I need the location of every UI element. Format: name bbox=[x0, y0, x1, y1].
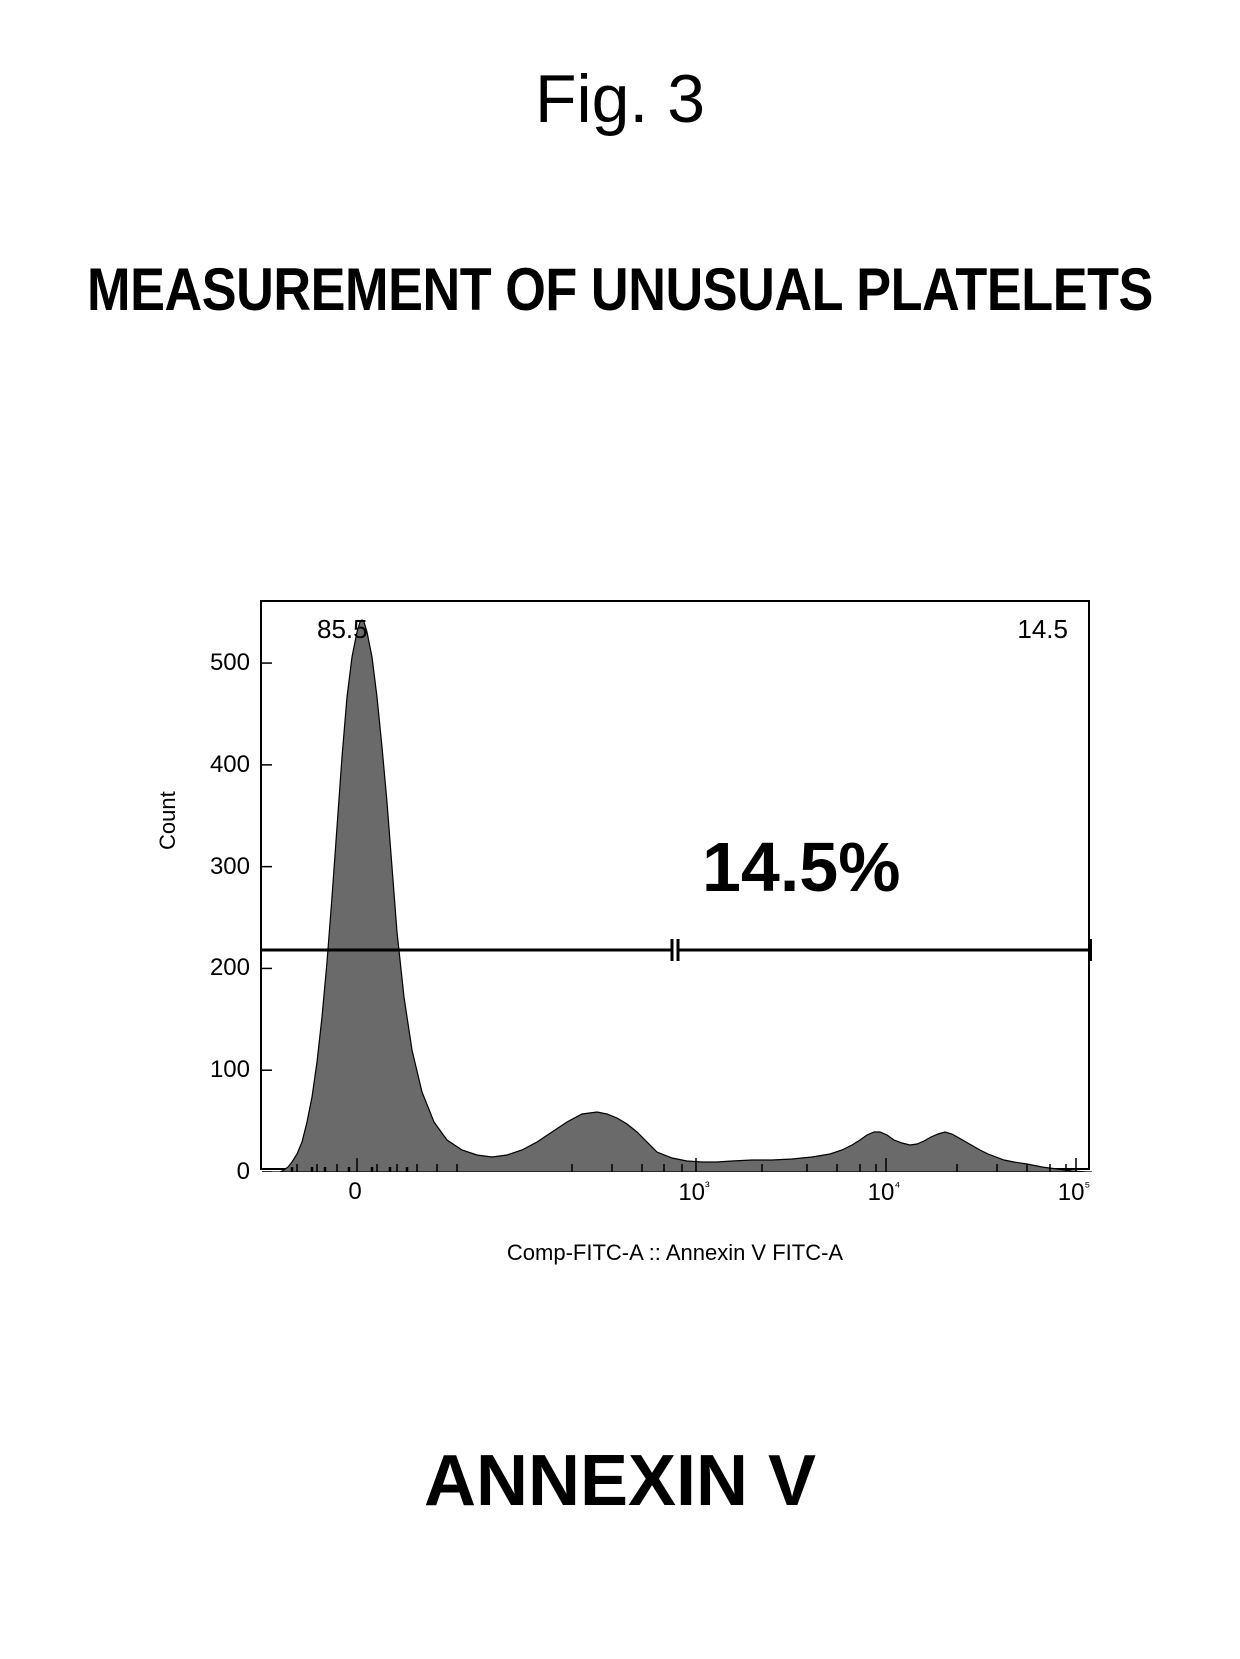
gate-right-percent: 14.5 bbox=[1017, 614, 1068, 645]
y-tick-label: 0 bbox=[190, 1158, 250, 1186]
percent-overlay: 14.5% bbox=[702, 827, 900, 907]
footer-label: ANNEXIN V bbox=[0, 1440, 1240, 1522]
y-tick-label: 100 bbox=[190, 1056, 250, 1084]
plot-area: 85.5 14.5 14.5% bbox=[260, 600, 1090, 1170]
x-tick-label: 10⁵ bbox=[1058, 1178, 1091, 1207]
y-axis-label: Count bbox=[155, 791, 181, 850]
x-axis-label: Comp-FITC-A :: Annexin V FITC-A bbox=[260, 1240, 1090, 1266]
y-tick-label: 200 bbox=[190, 954, 250, 982]
gate-left-percent: 85.5 bbox=[317, 614, 368, 645]
figure-label: Fig. 3 bbox=[0, 60, 1240, 138]
x-tick-label: 10⁴ bbox=[868, 1178, 901, 1207]
y-tick-label: 400 bbox=[190, 751, 250, 779]
histogram-chart: Count 0 100 200 300 400 500 85.5 14.5 14.5% 0… bbox=[150, 600, 1090, 1250]
histogram-svg bbox=[262, 602, 1092, 1172]
y-tick-label: 500 bbox=[190, 649, 250, 677]
y-tick-label: 300 bbox=[190, 853, 250, 881]
x-tick-label: 0 bbox=[348, 1178, 361, 1206]
x-tick-label: 10³ bbox=[678, 1178, 709, 1207]
figure-title: MEASUREMENT OF UNUSUAL PLATELETS bbox=[81, 255, 1160, 324]
